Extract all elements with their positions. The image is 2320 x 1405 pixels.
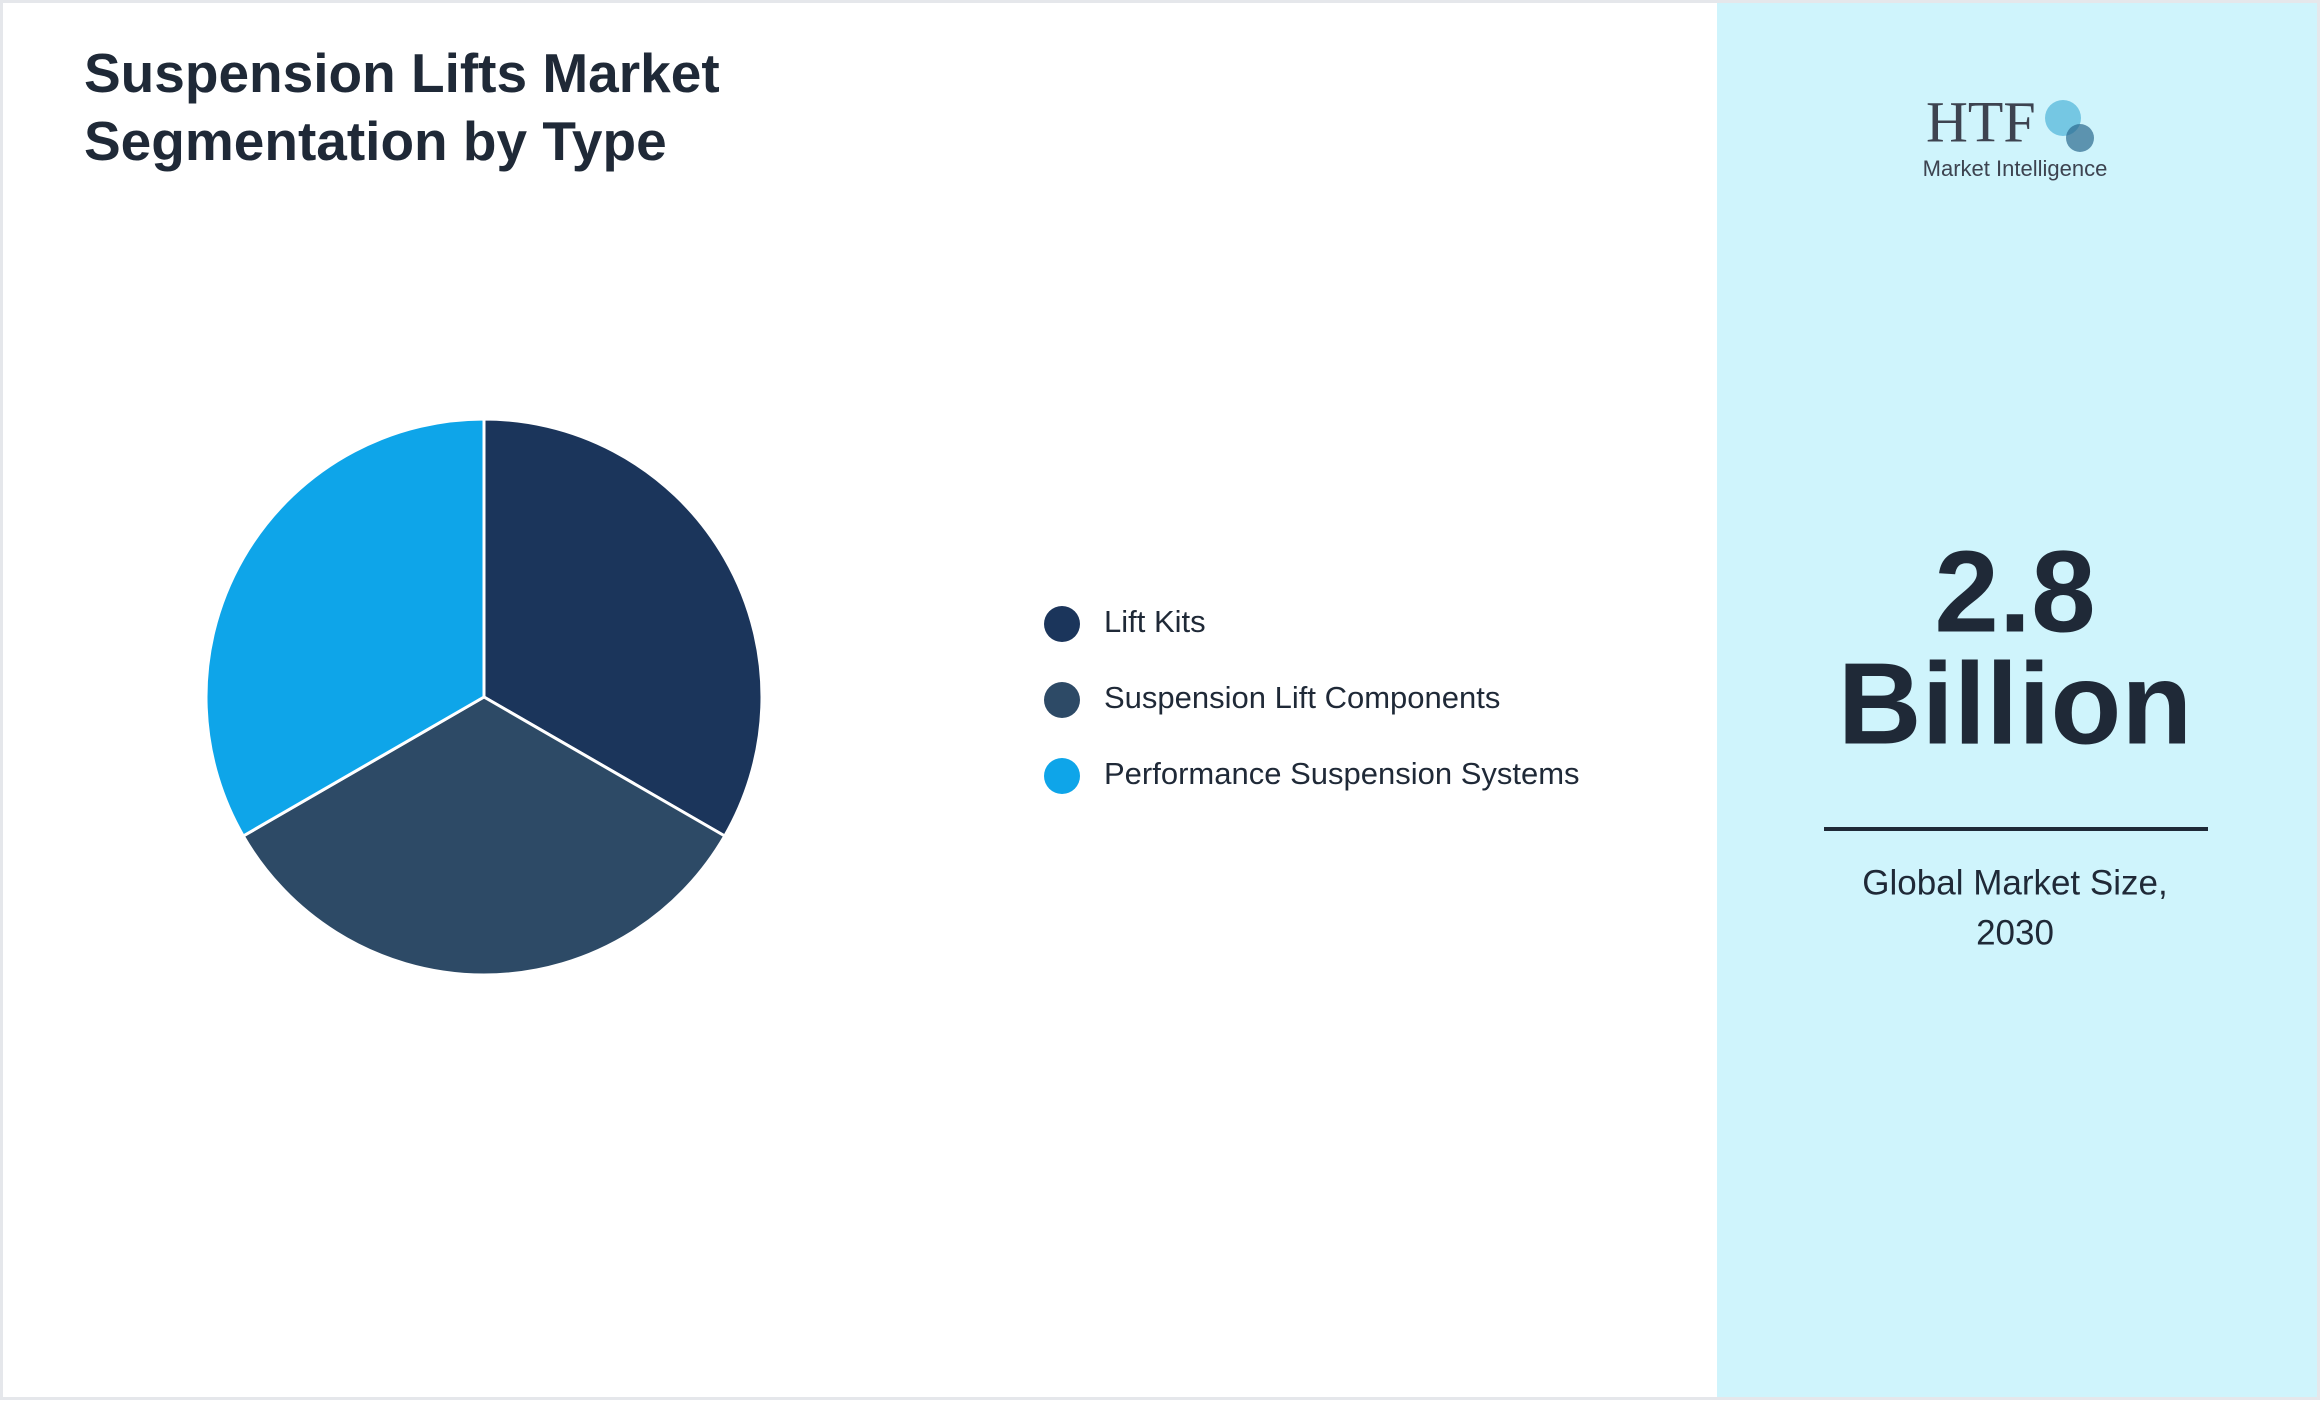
caption: Global Market Size, [1862, 863, 2167, 902]
side-panel [1717, 3, 2317, 1397]
legend-label: Lift Kits [1104, 604, 1206, 639]
pie-slice [482, 417, 764, 839]
logo-mark [2066, 124, 2094, 152]
logo: HTF Market Intelligence [1923, 89, 2108, 181]
legend-label: Performance Suspension Systems [1104, 756, 1580, 791]
headline-value: 2.8 [1934, 527, 2095, 657]
logo-brand: HTF [1926, 89, 2036, 154]
chart-title: Suspension Lifts Market Segmentation by T… [84, 42, 720, 172]
caption: 2030 [1976, 913, 2054, 952]
legend-swatch [1044, 606, 1080, 642]
logo-tagline: Market Intelligence [1923, 156, 2108, 181]
pie-slice [204, 417, 486, 839]
legend-swatch [1044, 758, 1080, 794]
legend-swatch [1044, 682, 1080, 718]
legend-label: Suspension Lift Components [1104, 680, 1500, 715]
headline-unit: Billion [1838, 639, 2192, 769]
